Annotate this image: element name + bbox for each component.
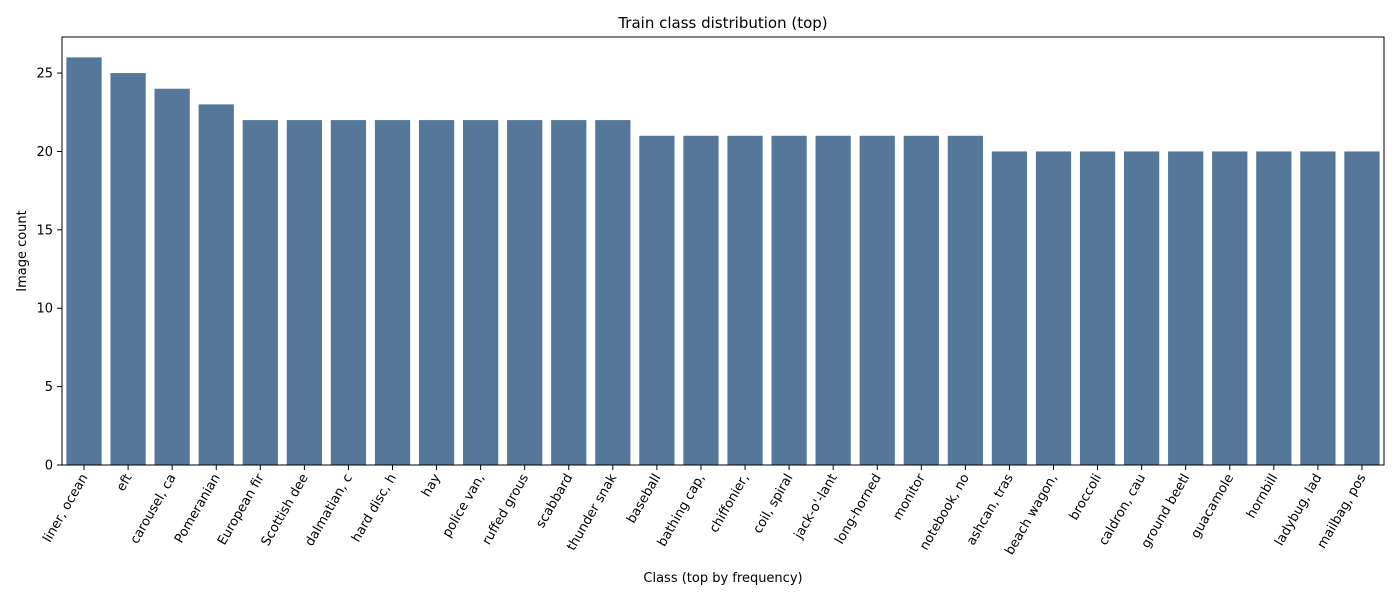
bar-27 — [1256, 151, 1292, 465]
plot-frame — [61, 36, 1385, 466]
bar-7 — [374, 120, 411, 465]
y-tick-label: 20 — [36, 145, 53, 160]
bar-5 — [286, 120, 322, 465]
x-tick-label: jack-o'-lant — [791, 472, 841, 543]
x-tick-label: caldron, cau — [1096, 472, 1149, 549]
x-tick-label: ruffed grous — [480, 471, 533, 547]
x-tick-label: bathing cap, — [655, 472, 709, 550]
chart-title: Train class distribution (top) — [617, 14, 827, 32]
x-tick-label: Scottish dee — [259, 472, 312, 549]
bar-2 — [154, 88, 190, 465]
bar-20 — [947, 135, 983, 465]
bar-23 — [1079, 151, 1116, 465]
bar-9 — [463, 120, 499, 465]
bar-25 — [1168, 151, 1204, 465]
bar-24 — [1124, 151, 1160, 465]
y-tick-label: 10 — [36, 302, 53, 317]
bar-3 — [198, 104, 234, 466]
x-tick-label: carousel, ca — [128, 472, 180, 547]
x-tick-label: mailbag, pos — [1315, 471, 1370, 551]
bar-13 — [639, 135, 675, 465]
x-tick-label: monitor — [890, 471, 929, 523]
x-tick-label: baseball — [624, 472, 664, 527]
x-tick-label: long-horned — [832, 472, 884, 548]
y-tick-label: 15 — [36, 223, 53, 238]
bar-19 — [903, 135, 939, 465]
y-axis-title: Image count — [15, 210, 30, 292]
bar-14 — [683, 135, 719, 465]
x-tick-label: ladybug, lad — [1272, 472, 1325, 549]
bar-10 — [507, 120, 543, 465]
bar-12 — [595, 120, 631, 465]
bar-6 — [330, 120, 367, 465]
bar-8 — [418, 120, 455, 465]
bar-28 — [1300, 151, 1336, 465]
y-axis: 0 5 10 15 20 25 — [36, 67, 62, 474]
x-tick-label: chiffonier, — [707, 472, 753, 536]
x-tick-label: hard disc, h — [349, 472, 400, 545]
x-tick-label: ground beetl — [1139, 472, 1194, 551]
y-tick-label: 25 — [36, 67, 53, 82]
bar-26 — [1212, 151, 1248, 465]
x-tick-label: ashcan, tras — [964, 471, 1017, 548]
bar-0 — [66, 57, 102, 465]
x-tick-label: hay — [419, 471, 444, 499]
x-tick-label: police van, — [440, 472, 488, 541]
bar-21 — [991, 151, 1028, 465]
bar-17 — [815, 135, 851, 465]
x-tick-label: eft — [114, 472, 136, 495]
plot-area — [66, 57, 1380, 466]
bar-1 — [110, 73, 146, 466]
bar-22 — [1035, 151, 1072, 465]
x-tick-label: broccoli — [1067, 472, 1105, 523]
y-tick-label: 0 — [45, 459, 53, 474]
x-tick-label: guacamole — [1188, 472, 1237, 542]
x-tick-label: Pomeranian — [172, 472, 224, 546]
bar-29 — [1344, 151, 1380, 465]
bar-18 — [859, 135, 895, 465]
x-tick-label: scabbard — [533, 472, 576, 531]
x-tick-label: coil, spiral — [750, 472, 796, 537]
x-tick-label: European fir — [215, 471, 268, 548]
x-axis-title: Class (top by frequency) — [643, 571, 802, 586]
x-tick-label: liner, ocean — [40, 472, 91, 546]
y-tick-label: 5 — [45, 380, 53, 395]
x-tick-label: hornbill — [1244, 472, 1281, 522]
bar-16 — [771, 135, 807, 465]
bar-4 — [242, 120, 278, 465]
bar-15 — [727, 135, 763, 465]
bar-11 — [551, 120, 587, 465]
